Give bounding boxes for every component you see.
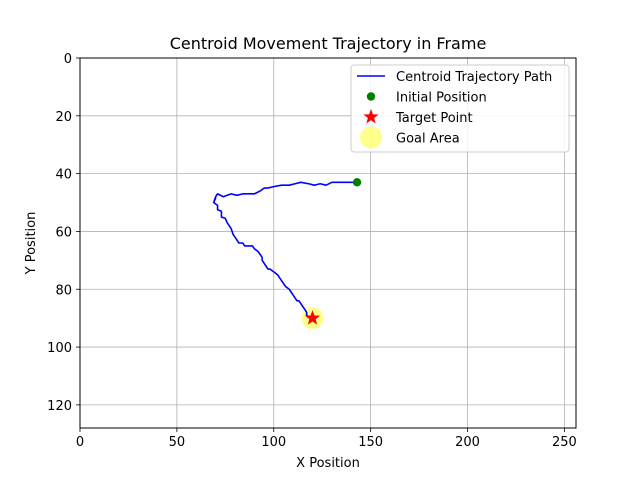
legend-label: Centroid Trajectory Path: [396, 70, 552, 85]
grid: [79, 57, 576, 428]
plot-frame: [79, 57, 577, 429]
legend-label: Goal Area: [396, 132, 460, 147]
x-tick-label: 100: [261, 435, 286, 450]
y-tick-label: 40: [55, 168, 72, 183]
x-axis-title: X Position: [296, 456, 360, 471]
legend: Centroid Trajectory Path Initial Position…: [350, 64, 570, 153]
legend-swatch-initial: [366, 92, 376, 101]
y-tick-label: 0: [64, 52, 72, 67]
x-tick-label: 0: [76, 435, 84, 450]
chart-title: Centroid Movement Trajectory in Frame: [170, 34, 487, 53]
x-tick-label: 150: [358, 435, 383, 450]
y-axis-title: Y Position: [24, 212, 39, 276]
trajectory-path-line: [212, 181, 358, 319]
target-point-marker: [304, 310, 321, 325]
axis-ticks: 0 50 100 150 200 250 0 20 40 60 80 100 120: [47, 52, 577, 450]
x-tick-label: 50: [169, 435, 186, 450]
y-tick-label: 60: [55, 225, 72, 240]
plot-marks: [212, 178, 362, 330]
legend-label: Initial Position: [396, 91, 487, 106]
y-tick-label: 100: [47, 341, 72, 356]
legend-swatch-target: [363, 109, 379, 124]
legend-swatch-goal: [360, 126, 382, 149]
y-tick-label: 20: [55, 110, 72, 125]
x-tick-label: 250: [552, 435, 577, 450]
initial-position-marker: [352, 178, 362, 187]
y-tick-label: 120: [47, 399, 72, 414]
x-tick-label: 200: [455, 435, 480, 450]
legend-label: Target Point: [395, 111, 473, 126]
legend-box: [350, 64, 570, 153]
y-tick-label: 80: [55, 283, 72, 298]
